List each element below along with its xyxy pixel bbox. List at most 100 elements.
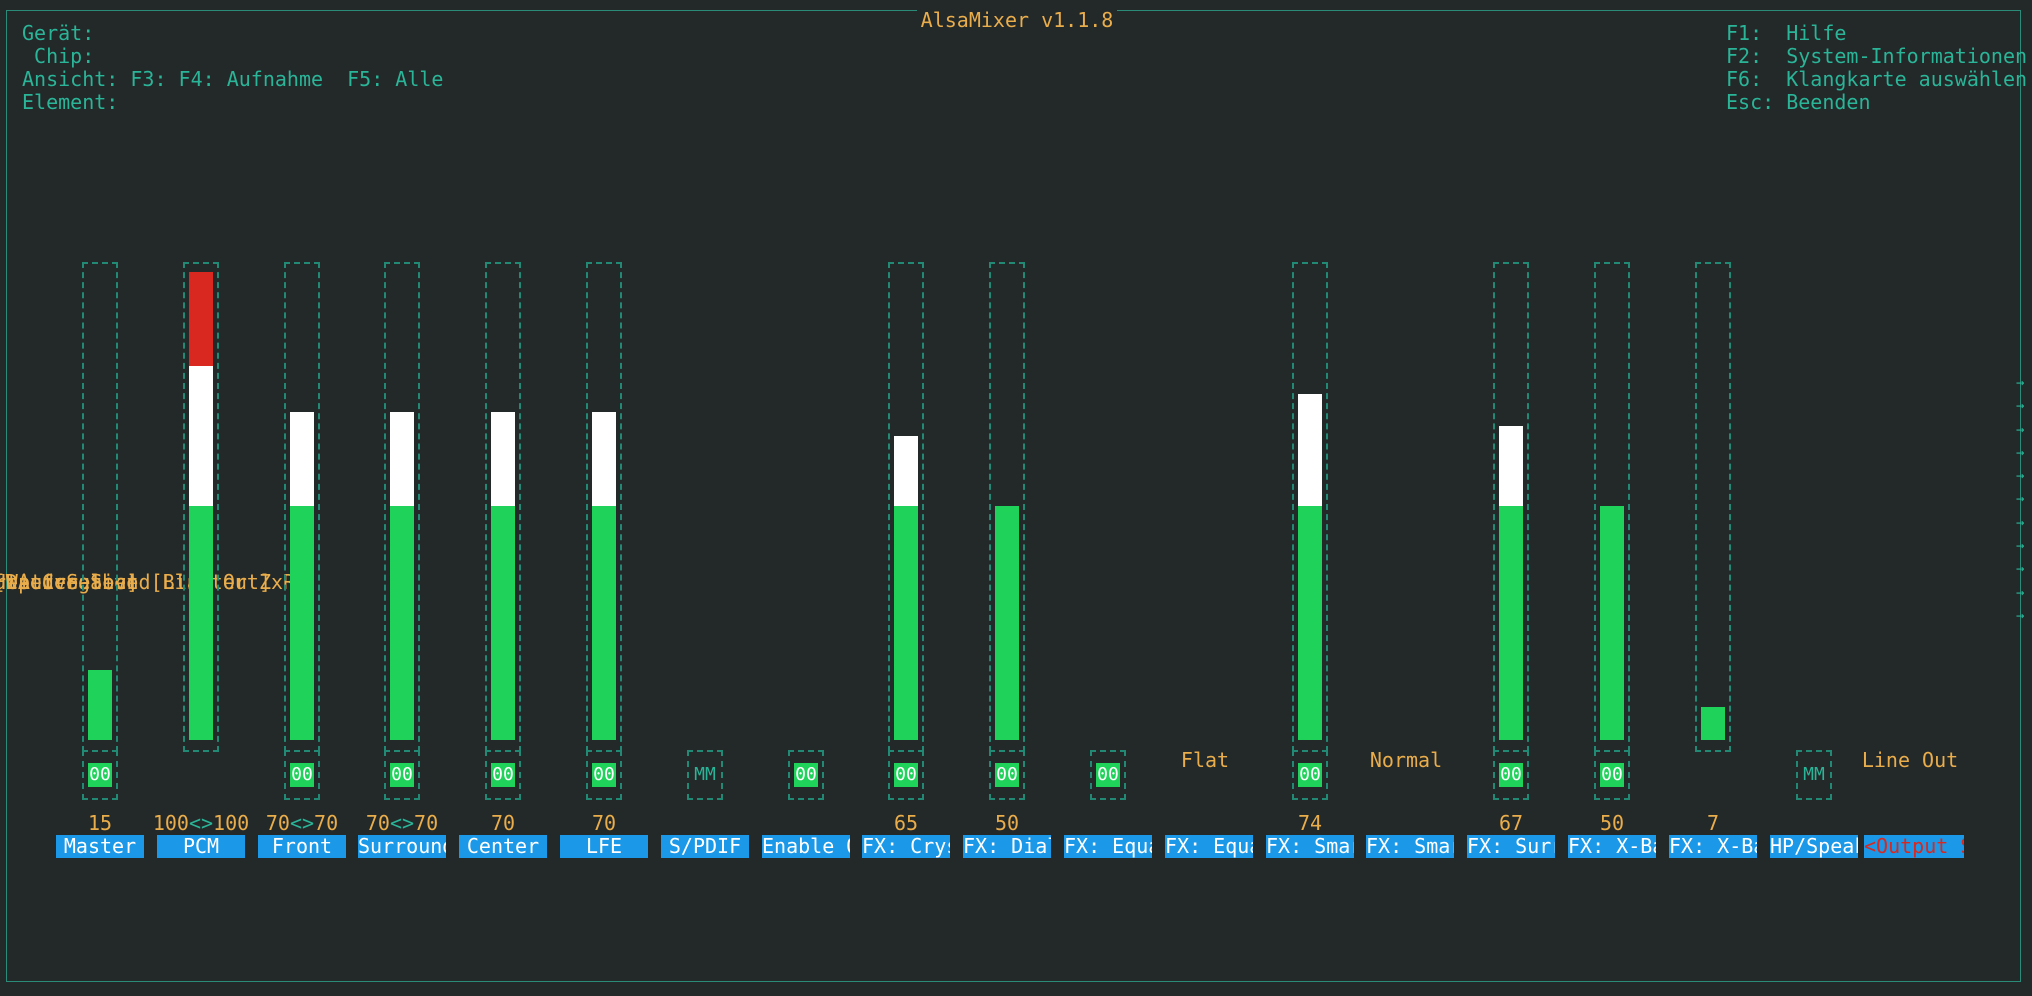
mute-switch[interactable]: 00 [1493,750,1529,800]
volume-level-g [1499,506,1523,740]
channel-name[interactable]: FX: Smar [1266,835,1354,858]
channel-name[interactable]: Master [56,835,144,858]
channel-name[interactable]: FX: X-Ba [1669,835,1757,858]
volume-slider[interactable] [1493,262,1529,752]
volume-level-w [491,412,515,506]
volume-value: 65 [893,811,919,835]
volume-value: 50 [994,811,1020,835]
channel-name[interactable]: Front [258,835,346,858]
key-esc[interactable]: Esc: [1726,90,1775,114]
mute-switch[interactable]: MM [687,750,723,800]
window-title: AlsaMixer v1.1.8 [917,10,1117,30]
mute-switch[interactable]: 00 [1594,750,1630,800]
volume-slider[interactable] [1594,262,1630,752]
volume-slider[interactable] [384,262,420,752]
volume-level-g [390,506,414,740]
volume-slider[interactable] [989,262,1025,752]
volume-value: 15 [87,811,113,835]
device-value: HDA Creative [0,570,139,594]
channel-name[interactable]: FX: Equa [1165,835,1253,858]
channel-name[interactable]: <Output S> [1864,835,1964,858]
channel-name[interactable]: Center [459,835,547,858]
channel-name[interactable]: FX: Equa [1064,835,1152,858]
element-value: Output Select [Line Out] [0,570,271,594]
volume-level-g [290,506,314,740]
channel-name[interactable]: HP/Speak [1770,835,1858,858]
channel-name[interactable]: FX: Smar [1366,835,1454,858]
volume-slider[interactable] [888,262,924,752]
volume-slider[interactable] [284,262,320,752]
mute-switch[interactable]: 00 [1090,750,1126,800]
volume-level-r [189,272,213,366]
volume-slider[interactable] [183,262,219,752]
volume-value: 67 [1498,811,1524,835]
view-label: Ansicht: [22,67,119,91]
mute-switch[interactable]: 00 [284,750,320,800]
volume-level-w [290,412,314,506]
mute-switch[interactable]: 00 [989,750,1025,800]
mute-switch[interactable]: 00 [1292,750,1328,800]
switch-state: 00 [794,763,818,787]
volume-value: 74 [1297,811,1323,835]
volume-level-w [189,365,213,506]
channel-name[interactable]: FX: Surr [1467,835,1555,858]
volume-level-g [88,669,112,740]
mixer-frame: AlsaMixer v1.1.8 [6,10,2021,982]
volume-level-g [491,506,515,740]
volume-value: 70<>70 [365,811,439,835]
volume-slider[interactable] [82,262,118,752]
key-f1[interactable]: F1: [1726,21,1763,45]
switch-state: MM [1803,764,1825,785]
view-all[interactable]: F5: Alle [347,67,444,91]
key-f1-label: Hilfe [1786,21,1847,45]
volume-slider[interactable] [485,262,521,752]
enum-value[interactable]: Normal [1369,748,1443,772]
switch-state: 00 [1600,763,1624,787]
mute-switch[interactable]: 00 [82,750,118,800]
key-f6[interactable]: F6: [1726,67,1763,91]
volume-level-g [1298,506,1322,740]
channel-name[interactable]: S/PDIF [661,835,749,858]
volume-slider[interactable] [1292,262,1328,752]
mute-switch[interactable]: 00 [384,750,420,800]
channel-name[interactable]: FX: X-Ba [1568,835,1656,858]
switch-state: 00 [390,763,414,787]
enum-value[interactable]: Line Out [1861,748,1959,772]
volume-level-g [995,506,1019,740]
mute-switch[interactable]: 00 [485,750,521,800]
volume-level-w [1298,393,1322,506]
volume-slider[interactable] [1695,262,1731,752]
volume-level-g [1600,506,1624,740]
channel-name[interactable]: FX: Crys [862,835,950,858]
channel-name[interactable]: Enable O [762,835,850,858]
volume-slider[interactable] [586,262,622,752]
switch-state: 00 [592,763,616,787]
mute-switch[interactable]: 00 [888,750,924,800]
switch-state: 00 [88,763,112,787]
volume-level-w [1499,426,1523,506]
view-f3-key[interactable]: F3: [130,67,167,91]
channel-name[interactable]: PCM [157,835,245,858]
view-playback[interactable]: [Wiedergabe] [0,570,139,594]
switch-state: 00 [995,763,1019,787]
enum-value[interactable]: Flat [1180,748,1230,772]
switch-state: 00 [491,763,515,787]
volume-value: 70 [591,811,617,835]
element-label: Element: [22,90,119,114]
key-f6-label: Klangkarte auswählen [1786,67,2028,91]
switch-state: 00 [1499,763,1523,787]
view-capture[interactable]: F4: Aufnahme [178,67,324,91]
volume-level-w [390,412,414,506]
mute-switch[interactable]: 00 [586,750,622,800]
channel-name[interactable]: LFE [560,835,648,858]
volume-value: 50 [1599,811,1625,835]
channel-name[interactable]: FX: Dial [963,835,1051,858]
key-f2-label: System-Informationen [1786,44,2028,68]
key-f2[interactable]: F2: [1726,44,1763,68]
mute-switch[interactable]: 00 [788,750,824,800]
switch-state: 00 [1298,763,1322,787]
channel-name[interactable]: Surround [358,835,446,858]
mute-switch[interactable]: MM [1796,750,1832,800]
scroll-more-indicator: → → → → → → → → → → → [2016,375,2025,624]
device-label: Gerät: [22,21,95,45]
